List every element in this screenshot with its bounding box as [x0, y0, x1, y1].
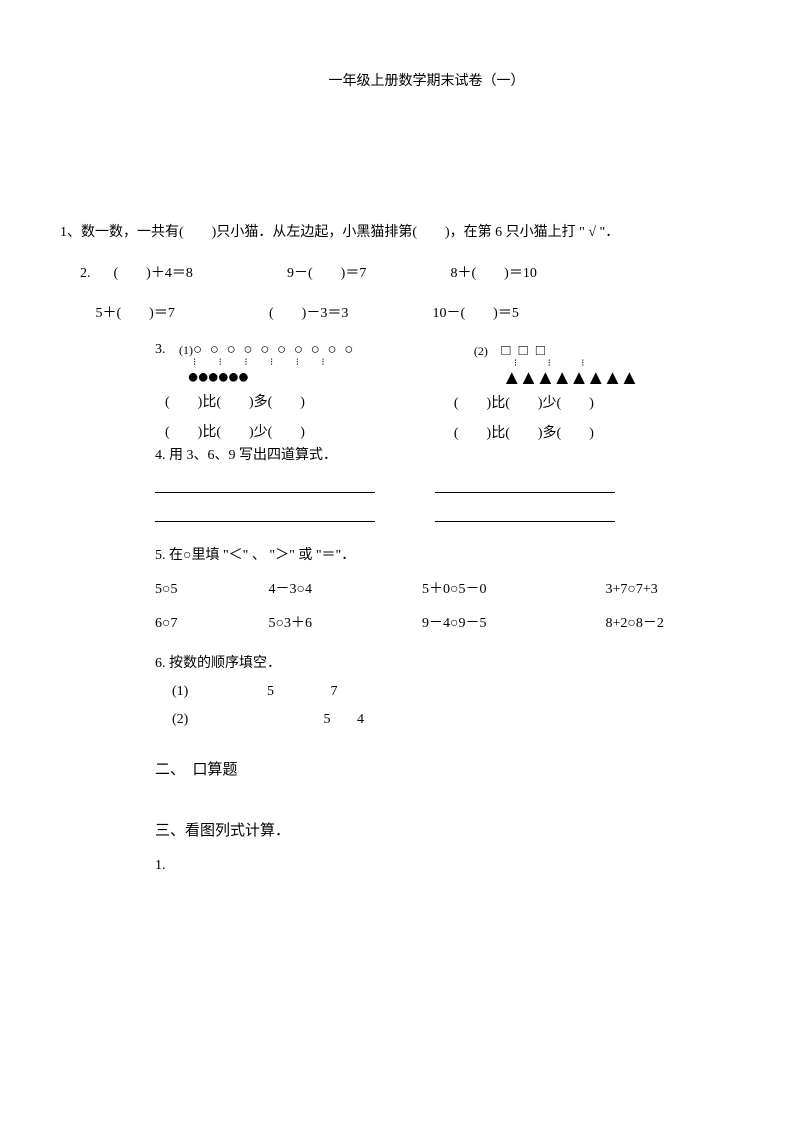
q2-r1-c: 8＋( )＝10	[451, 261, 537, 288]
q6-row2: (2) 5 4	[172, 712, 733, 728]
q3-cmp-more: ( )比( )多( )	[165, 391, 474, 411]
q3-right-shapes: (2) □ □ □	[474, 342, 733, 360]
q3-cmp-less: ( )比( )少( )	[165, 421, 474, 441]
circles-row: ○ ○ ○ ○ ○ ○ ○ ○ ○ ○	[193, 342, 355, 358]
question-1: 1、数一数，一共有( )只小猫．从左边起，小黑猫排第( )，在第 6 只小猫上打…	[60, 220, 733, 247]
q3-num: 3.	[155, 342, 166, 358]
q5-row2: 6○7 5○3＋6 9－4○9－5 8+2○8－2	[155, 612, 733, 632]
q3-left: 3. (1)○ ○ ○ ○ ○ ○ ○ ○ ○ ○ ⁝ ⁝ ⁝ ⁝ ⁝ ⁝ ●●…	[155, 342, 474, 442]
page: 一年级上册数学期末试卷（一） 1、数一数，一共有( )只小猫．从左边起，小黑猫排…	[0, 0, 793, 914]
section-3: 三、看图列式计算．	[155, 819, 733, 840]
q5-r1-a: 5○5	[155, 582, 265, 598]
q3-sub2: (2)	[474, 344, 488, 358]
q2-r1-a: ( )＋4＝8	[114, 261, 284, 288]
blank-line	[435, 503, 615, 522]
question-3: 3. (1)○ ○ ○ ○ ○ ○ ○ ○ ○ ○ ⁝ ⁝ ⁝ ⁝ ⁝ ⁝ ●●…	[155, 342, 733, 442]
q5-row1: 5○5 4－3○4 5＋0○5－0 3+7○7+3	[155, 578, 733, 598]
q1-num: 1、	[60, 225, 81, 240]
question-5-title: 5. 在○里填 "＜" 、 "＞" 或 "＝"．	[155, 544, 733, 564]
q3-cmp-more-r: ( )比( )多( )	[454, 422, 733, 442]
blank-line	[155, 474, 375, 493]
q6-r2-label: (2)	[172, 712, 232, 728]
triangles-row: ▲▲▲▲▲▲▲▲	[502, 368, 733, 388]
section-3-q1: 1.	[155, 858, 733, 874]
q2-r2-c: 10－( )＝5	[433, 301, 519, 328]
q6-r2-a: 5	[236, 712, 331, 728]
q2-r2-b: ( )－3＝3	[269, 301, 429, 328]
q6-r1-b: 7	[309, 684, 359, 700]
q6-r1-a: 5	[236, 684, 306, 700]
q5-r1-b: 4－3○4	[269, 578, 419, 598]
q2-r2-a: 5＋( )＝7	[96, 301, 266, 328]
q1-text: 数一数，一共有( )只小猫．从左边起，小黑猫排第( )，在第 6 只小猫上打 "…	[81, 225, 619, 240]
q2-r1-b: 9－( )＝7	[287, 261, 447, 288]
q5-r1-c: 5＋0○5－0	[422, 578, 602, 598]
solid-circles: ●●●●●●	[187, 367, 474, 387]
q3-cmp-less-r: ( )比( )少( )	[454, 392, 733, 412]
q5-r1-d: 3+7○7+3	[606, 582, 726, 598]
q3-right: (2) □ □ □ ⁝ ⁝ ⁝ ▲▲▲▲▲▲▲▲ ( )比( )少( ) ( )…	[474, 342, 733, 442]
q5-r2-b: 5○3＋6	[269, 612, 419, 632]
page-title: 一年级上册数学期末试卷（一）	[120, 70, 733, 90]
question-4: 4. 用 3、6、9 写出四道算式．	[155, 444, 733, 464]
q6-r2-b: 4	[334, 712, 364, 728]
squares-row: □ □ □	[501, 342, 547, 359]
q2-num: 2.	[80, 261, 110, 288]
question-2-row1: 2. ( )＋4＝8 9－( )＝7 8＋( )＝10	[80, 261, 733, 288]
q5-r2-c: 9－4○9－5	[422, 612, 602, 632]
q5-r2-d: 8+2○8－2	[606, 612, 726, 632]
section-2: 二、 口算题	[155, 758, 733, 779]
blank-line	[435, 474, 615, 493]
q6-row1: (1) 5 7	[172, 684, 733, 700]
q6-r1-label: (1)	[172, 684, 232, 700]
q5-r2-a: 6○7	[155, 616, 265, 632]
blank-line	[155, 503, 375, 522]
question-2-row2: 5＋( )＝7 ( )－3＝3 10－( )＝5	[80, 301, 733, 328]
q3-sub1: (1)	[179, 343, 193, 357]
question-6-title: 6. 按数的顺序填空．	[155, 652, 733, 672]
q4-blanks-2	[155, 503, 733, 522]
q4-blanks-1	[155, 474, 733, 493]
